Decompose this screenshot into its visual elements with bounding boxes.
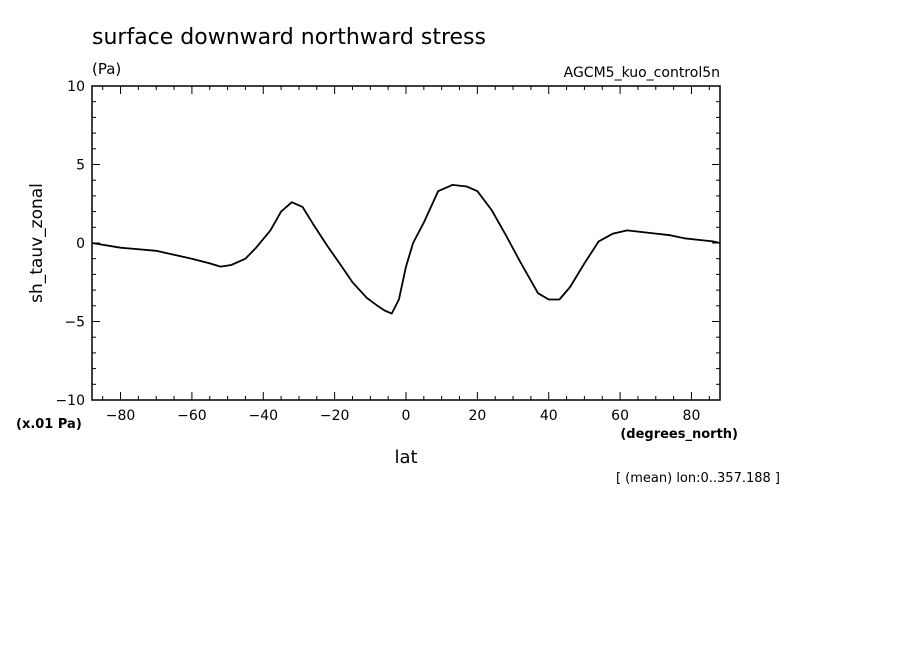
y-tick-label: −10 [55,393,85,409]
series-line [91,184,721,315]
x-tick-label: 20 [468,408,486,424]
x-tick-labels: −80 −60 −40 −20 0 20 40 60 80 [106,408,701,424]
x-axis-label: lat [394,447,417,468]
chart-units: (Pa) [92,60,121,78]
y-tick-label: 0 [76,236,85,252]
x-tick-label: −20 [320,408,350,424]
footnote: [ (mean) lon:0..357.188 ] [616,471,780,486]
x-tick-label: 80 [683,408,701,424]
plot-frame [91,85,721,401]
axis-ticks [92,85,720,401]
y-tick-label: −5 [64,315,85,331]
x-tick-label: 40 [540,408,558,424]
y-tick-label: 5 [76,158,85,174]
x-units-label: (degrees_north) [620,427,738,442]
x-tick-label: 0 [402,408,411,424]
x-tick-label: −60 [177,408,207,424]
y-tick-label: 10 [67,79,85,95]
x-tick-label: −80 [106,408,136,424]
y-tick-labels: 10 5 0 −5 −10 [55,79,85,409]
y-scale-note: (x.01 Pa) [16,417,82,432]
chart-title: surface downward northward stress [92,25,486,50]
y-axis-label: sh_tauv_zonal [27,183,47,303]
dataset-label: AGCM5_kuo_control5n [564,65,720,81]
x-tick-label: 60 [611,408,629,424]
x-tick-label: −40 [248,408,278,424]
